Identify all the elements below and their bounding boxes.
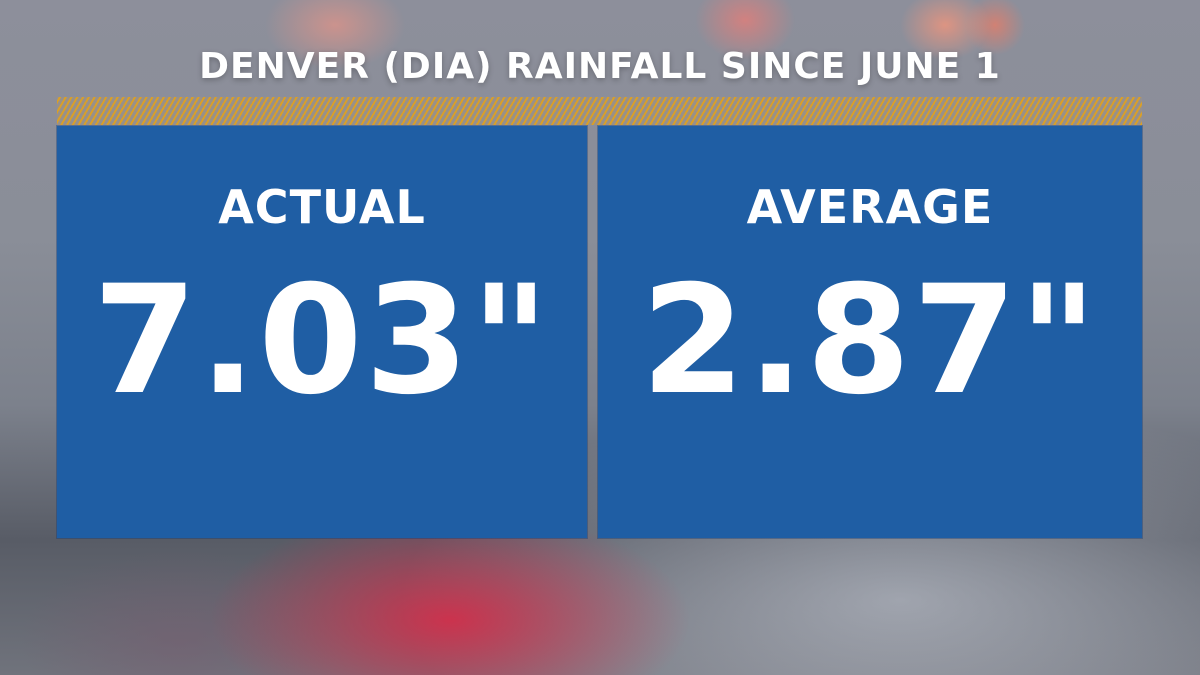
actual-panel: ACTUAL 7.03" [57, 126, 587, 538]
actual-value: 7.03" [92, 254, 552, 428]
average-panel: AVERAGE 2.87" [598, 126, 1142, 538]
average-label: AVERAGE [746, 180, 994, 234]
graphic-title: DENVER (DIA) RAINFALL SINCE JUNE 1 [199, 46, 1001, 87]
average-value: 2.87" [640, 254, 1100, 428]
accent-stripe [57, 97, 1142, 125]
actual-label: ACTUAL [218, 180, 426, 234]
